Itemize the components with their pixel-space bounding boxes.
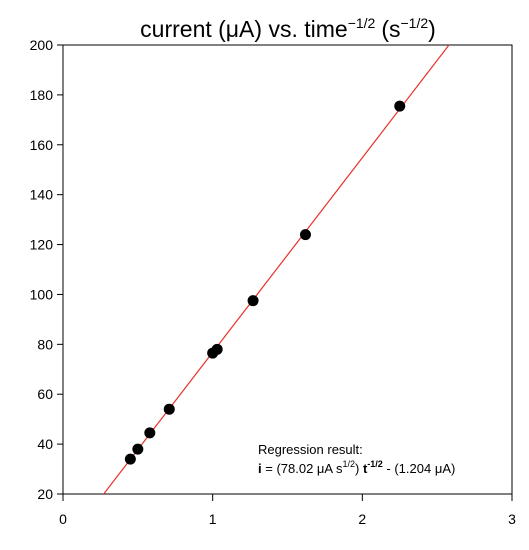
annotation-eq-part3: - (1.204 μA) — [383, 461, 456, 476]
y-tick-label: 140 — [30, 187, 54, 203]
data-point — [163, 403, 175, 415]
y-tick-label: 160 — [30, 137, 54, 153]
x-tick-label: 3 — [508, 511, 516, 527]
y-tick-label: 20 — [37, 486, 53, 502]
annotation-t-label: t — [363, 461, 368, 476]
y-tick-label: 120 — [30, 237, 54, 253]
y-axis: 20 40 60 80 100 120 140 160 180 200 — [30, 37, 63, 502]
data-point — [394, 100, 406, 112]
title-time-exponent: −1/2 — [348, 15, 376, 31]
data-point — [132, 443, 144, 455]
x-tick-label: 2 — [358, 511, 366, 527]
y-tick-label: 100 — [30, 286, 54, 302]
y-tick-label: 200 — [30, 37, 54, 53]
x-axis: 0 1 2 3 — [59, 494, 516, 527]
title-main: current (μA) vs. time — [140, 16, 348, 42]
annotation-sup1: 1/2 — [342, 459, 355, 469]
regression-annotation: Regression result: i = (78.02 μA s1/2) t… — [258, 442, 455, 476]
annotation-i-label: i — [258, 461, 262, 476]
annotation-eq-part2: ) — [355, 461, 363, 476]
y-tick-label: 40 — [37, 436, 53, 452]
y-tick-label: 180 — [30, 87, 54, 103]
annotation-equation: i = (78.02 μA s1/2) t-1/2 - (1.204 μA) — [258, 459, 455, 476]
data-point — [247, 295, 259, 307]
annotation-sup2: -1/2 — [367, 459, 383, 469]
data-point — [124, 453, 136, 465]
data-point — [144, 427, 156, 439]
annotation-heading: Regression result: — [258, 442, 363, 457]
chart-title: current (μA) vs. time−1/2 (s−1/2) — [140, 15, 436, 42]
plot-frame — [62, 44, 513, 495]
y-tick-label: 60 — [37, 386, 53, 402]
points-layer — [124, 100, 406, 465]
data-point — [299, 229, 311, 241]
annotation-eq-part1: = (78.02 μA s — [262, 461, 343, 476]
data-point — [211, 343, 223, 355]
title-unit-close: ) — [428, 16, 436, 42]
title-unit-open: (s — [381, 16, 400, 42]
x-tick-label: 1 — [209, 511, 217, 527]
x-tick-label: 0 — [59, 511, 67, 527]
title-unit-exponent: −1/2 — [401, 15, 429, 31]
y-tick-label: 80 — [37, 336, 53, 352]
